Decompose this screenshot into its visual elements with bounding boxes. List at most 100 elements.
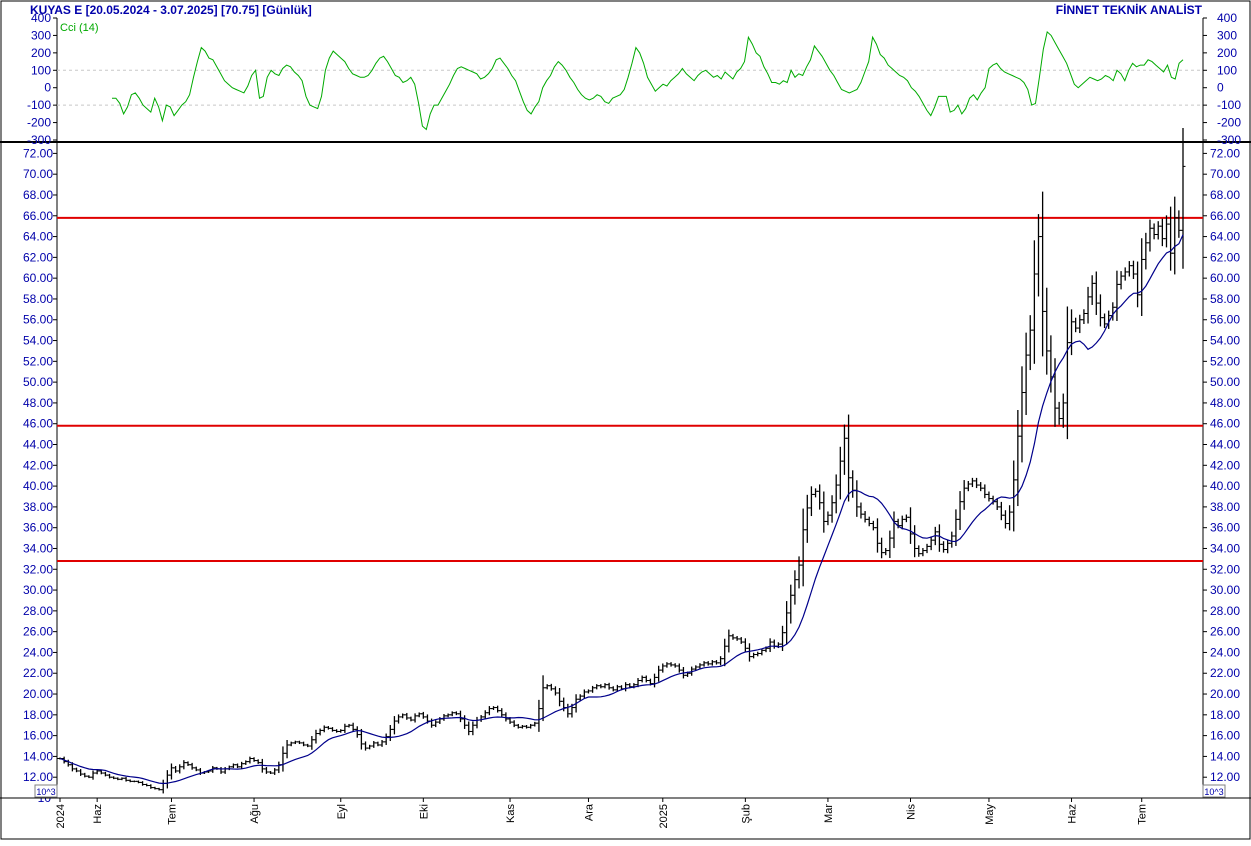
cci-tick-label-left: 100 xyxy=(31,63,51,77)
price-tick-label-right: 54.00 xyxy=(1210,334,1240,348)
time-tick-label: Nis xyxy=(906,804,918,820)
price-tick-label-right: 32.00 xyxy=(1210,562,1240,576)
price-tick-label-right: 24.00 xyxy=(1210,645,1240,659)
price-tick-label-right: 28.00 xyxy=(1210,604,1240,618)
price-tick-label-right: 52.00 xyxy=(1210,354,1240,368)
symbol-info-title: KUYAS E [20.05.2024 - 3.07.2025] [70.75]… xyxy=(30,3,312,17)
price-tick-label-left: 22.00 xyxy=(23,666,53,680)
price-panel: 1012.0012.0014.0014.0016.0016.0018.0018.… xyxy=(23,128,1240,805)
time-tick-label: Mar xyxy=(823,804,835,823)
price-tick-label-right: 64.00 xyxy=(1210,230,1240,244)
price-tick-label-right: 56.00 xyxy=(1210,313,1240,327)
price-tick-label-left: 16.00 xyxy=(23,729,53,743)
price-tick-label-left: 24.00 xyxy=(23,645,53,659)
cci-tick-label-right: -100 xyxy=(1217,98,1241,112)
price-tick-label-left: 68.00 xyxy=(23,188,53,202)
cci-tick-label-right: 100 xyxy=(1217,63,1237,77)
price-tick-label-left: 64.00 xyxy=(23,230,53,244)
scale-note-left: 10^3 xyxy=(36,787,55,797)
price-tick-label-left: 70.00 xyxy=(23,167,53,181)
price-tick-label-left: 14.00 xyxy=(23,749,53,763)
cci-indicator-label: Cci (14) xyxy=(60,22,99,34)
price-tick-label-right: 36.00 xyxy=(1210,521,1240,535)
price-tick-label-right: 66.00 xyxy=(1210,209,1240,223)
price-tick-label-left: 52.00 xyxy=(23,354,53,368)
price-tick-label-left: 12.00 xyxy=(23,770,53,784)
cci-tick-label-left: -200 xyxy=(27,116,51,130)
cci-tick-label-left: -100 xyxy=(27,98,51,112)
time-tick-label: Ara xyxy=(584,803,596,821)
price-tick-label-left: 72.00 xyxy=(23,146,53,160)
cci-tick-label-left: 400 xyxy=(31,11,51,25)
price-tick-label-left: 26.00 xyxy=(23,625,53,639)
price-tick-label-right: 34.00 xyxy=(1210,541,1240,555)
price-tick-label-left: 32.00 xyxy=(23,562,53,576)
price-tick-label-right: 62.00 xyxy=(1210,250,1240,264)
price-tick-label-left: 36.00 xyxy=(23,521,53,535)
price-tick-label-right: 22.00 xyxy=(1210,666,1240,680)
time-tick-label: Eyl xyxy=(336,804,348,819)
price-tick-label-right: 58.00 xyxy=(1210,292,1240,306)
price-tick-label-right: 50.00 xyxy=(1210,375,1240,389)
scale-note-box-right xyxy=(1202,784,1226,798)
price-tick-label-left: 38.00 xyxy=(23,500,53,514)
price-tick-label-right: 68.00 xyxy=(1210,188,1240,202)
price-tick-label-left: 54.00 xyxy=(23,334,53,348)
price-tick-label-right: 26.00 xyxy=(1210,625,1240,639)
price-tick-label-left: 40.00 xyxy=(23,479,53,493)
cci-tick-label-right: -200 xyxy=(1217,116,1241,130)
price-tick-label-right: 48.00 xyxy=(1210,396,1240,410)
time-tick-label: 2024 xyxy=(55,804,67,828)
price-tick-label-left: 46.00 xyxy=(23,417,53,431)
cci-line xyxy=(112,30,1184,131)
price-tick-label-left: 56.00 xyxy=(23,313,53,327)
cci-tick-label-right: 300 xyxy=(1217,28,1237,42)
price-tick-label-left: 42.00 xyxy=(23,458,53,472)
price-tick-label-left: 34.00 xyxy=(23,541,53,555)
cci-tick-label-right: 400 xyxy=(1217,11,1237,25)
price-tick-label-left: 30.00 xyxy=(23,583,53,597)
cci-tick-label-right: -300 xyxy=(1217,133,1241,147)
price-tick-label-right: 60.00 xyxy=(1210,271,1240,285)
price-tick-label-right: 46.00 xyxy=(1210,417,1240,431)
cci-tick-label-left: 200 xyxy=(31,46,51,60)
price-tick-label-right: 30.00 xyxy=(1210,583,1240,597)
price-tick-label-left: 44.00 xyxy=(23,438,53,452)
price-tick-label-left: 48.00 xyxy=(23,396,53,410)
price-tick-label-left: 66.00 xyxy=(23,209,53,223)
time-tick-label: Tem xyxy=(167,804,179,825)
time-tick-label: Kas xyxy=(505,804,517,823)
price-tick-label-right: 16.00 xyxy=(1210,729,1240,743)
price-tick-label-right: 38.00 xyxy=(1210,500,1240,514)
price-tick-label-right: 70.00 xyxy=(1210,167,1240,181)
price-tick-label-left: 62.00 xyxy=(23,250,53,264)
cci-tick-label-right: 200 xyxy=(1217,46,1237,60)
price-tick-label-left: 28.00 xyxy=(23,604,53,618)
price-tick-label-left: 18.00 xyxy=(23,708,53,722)
time-tick-label: Tem xyxy=(1137,804,1149,825)
price-tick-label-right: 72.00 xyxy=(1210,146,1240,160)
cci-tick-label-left: -300 xyxy=(27,133,51,147)
price-tick-label-right: 42.00 xyxy=(1210,458,1240,472)
price-tick-label-right: 44.00 xyxy=(1210,438,1240,452)
time-tick-label: Haz xyxy=(1067,804,1079,824)
time-tick-label: Haz xyxy=(92,804,104,824)
price-tick-label-left: 58.00 xyxy=(23,292,53,306)
time-tick-label: 2025 xyxy=(658,804,670,828)
price-tick-label-left: 50.00 xyxy=(23,375,53,389)
time-tick-label: Eki xyxy=(418,804,430,819)
price-tick-label-left: 60.00 xyxy=(23,271,53,285)
price-tick-label-right: 18.00 xyxy=(1210,708,1240,722)
time-tick-label: Şub xyxy=(740,804,752,824)
price-tick-label-right: 40.00 xyxy=(1210,479,1240,493)
price-tick-label-right: 20.00 xyxy=(1210,687,1240,701)
cci-tick-label-right: 0 xyxy=(1217,81,1224,95)
time-axis: 2024 Haz Tem Ağu Eyl Eki Kas Ara 2025 Şub Mar Nis Ma… xyxy=(0,797,1251,828)
price-tick-label-right: 14.00 xyxy=(1210,749,1240,763)
price-tick-label-right: 12.00 xyxy=(1210,770,1240,784)
